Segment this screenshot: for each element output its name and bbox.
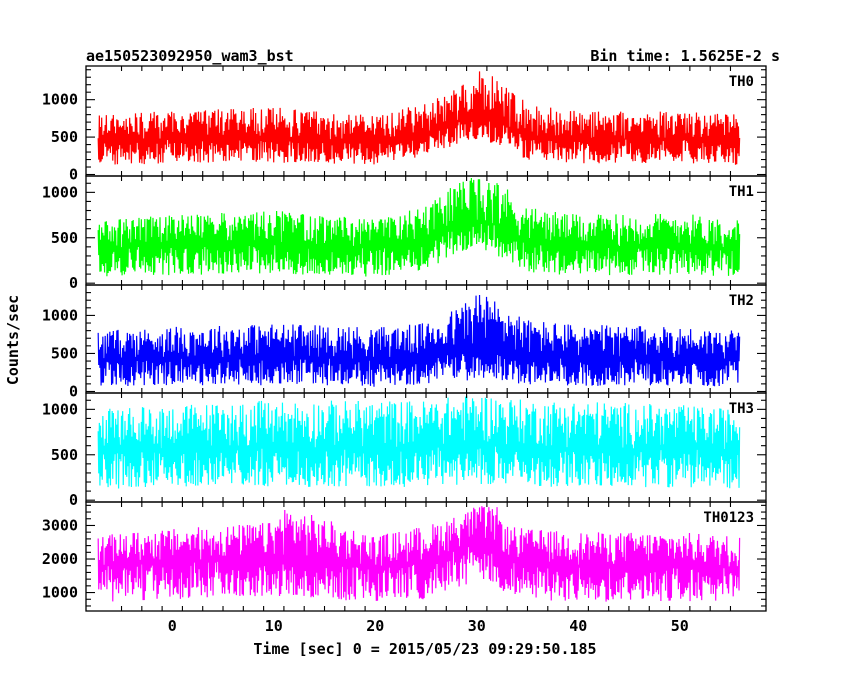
y-tick-label: 3000 (42, 516, 78, 534)
bin-time-label: Bin time: 1.5625E-2 s (590, 47, 780, 65)
y-tick-label: 0 (69, 382, 78, 400)
y-tick-label: 500 (51, 344, 78, 362)
y-tick-label: 0 (69, 491, 78, 509)
y-tick-label: 500 (51, 128, 78, 146)
x-tick-label: 50 (671, 617, 689, 635)
y-tick-label: 1000 (42, 584, 78, 602)
y-tick-label: 0 (69, 274, 78, 292)
panel-label-th3: TH3 (729, 401, 754, 417)
x-tick-label: 30 (468, 617, 486, 635)
panel-th2: 0 500 1000 TH2 (42, 284, 767, 400)
series-line-th3 (97, 395, 741, 489)
y-tick-label: 1000 (42, 400, 78, 418)
y-tick-label: 1000 (42, 91, 78, 109)
y-axis-label: Counts/sec (4, 295, 22, 385)
x-axis: 0 10 20 30 40 50 (168, 617, 689, 635)
panel-th3: 0 500 1000 TH3 (42, 392, 767, 509)
series-line-th0 (97, 71, 741, 165)
series-line-th0123 (97, 506, 741, 602)
y-tick-label: 0 (69, 166, 78, 184)
x-tick-label: 10 (265, 617, 283, 635)
panel-label-th1: TH1 (729, 184, 754, 200)
y-tick-label: 1000 (42, 306, 78, 324)
panel-label-th2: TH2 (729, 293, 754, 309)
panels-group: 0 500 1000 TH0 0 500 1000 TH1 0 500 1000 TH2 0 500 100… (42, 65, 767, 612)
panel-th0123: 1000 2000 3000 TH0123 (42, 501, 767, 612)
figure-title: ae150523092950_wam3_bst (86, 47, 294, 65)
panel-th1: 0 500 1000 TH1 (42, 175, 767, 292)
y-tick-label: 1000 (42, 183, 78, 201)
panel-th0: 0 500 1000 TH0 (42, 65, 767, 184)
x-tick-label: 20 (366, 617, 384, 635)
panel-label-th0123: TH0123 (703, 510, 754, 526)
x-axis-label: Time [sec] 0 = 2015/05/23 09:29:50.185 (253, 640, 596, 658)
series-line-th2 (97, 294, 741, 387)
panel-label-th0: TH0 (729, 74, 754, 90)
x-tick-label: 0 (168, 617, 177, 635)
y-tick-label: 500 (51, 446, 78, 464)
y-tick-label: 2000 (42, 550, 78, 568)
y-tick-label: 500 (51, 229, 78, 247)
x-tick-label: 40 (569, 617, 587, 635)
series-line-th1 (97, 177, 741, 277)
